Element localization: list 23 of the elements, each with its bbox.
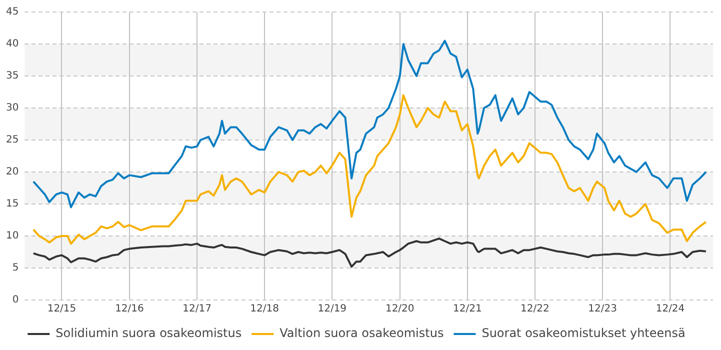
x-tick-label: 12/17 <box>182 304 212 315</box>
y-tick-label: 5 <box>12 262 19 274</box>
y-tick-label: 45 <box>6 6 19 18</box>
x-tick-label: 12/21 <box>453 304 482 315</box>
y-tick-label: 15 <box>6 198 19 210</box>
x-tick-label: 12/18 <box>250 304 279 315</box>
legend-label: Solidiumin suora osakeomistus <box>56 326 242 340</box>
y-tick-label: 40 <box>6 38 19 50</box>
y-tick-label: 20 <box>6 166 19 178</box>
y-tick-label: 10 <box>6 230 19 242</box>
y-tick-label: 0 <box>12 294 19 306</box>
x-tick-label: 12/15 <box>47 304 76 315</box>
legend-label: Suorat osakeomistukset yhteensä <box>482 326 686 340</box>
x-tick-label: 12/24 <box>656 304 685 315</box>
x-tick-label: 12/22 <box>520 304 550 315</box>
y-tick-label: 25 <box>6 134 19 146</box>
x-tick-label: 12/19 <box>318 304 347 315</box>
x-tick-label: 12/23 <box>588 304 617 315</box>
x-tick-label: 12/16 <box>115 304 144 315</box>
legend-label: Valtion suora osakeomistus <box>280 326 444 340</box>
y-tick-label: 30 <box>6 102 19 114</box>
y-tick-label: 35 <box>6 70 19 82</box>
x-tick-label: 12/20 <box>385 304 414 315</box>
